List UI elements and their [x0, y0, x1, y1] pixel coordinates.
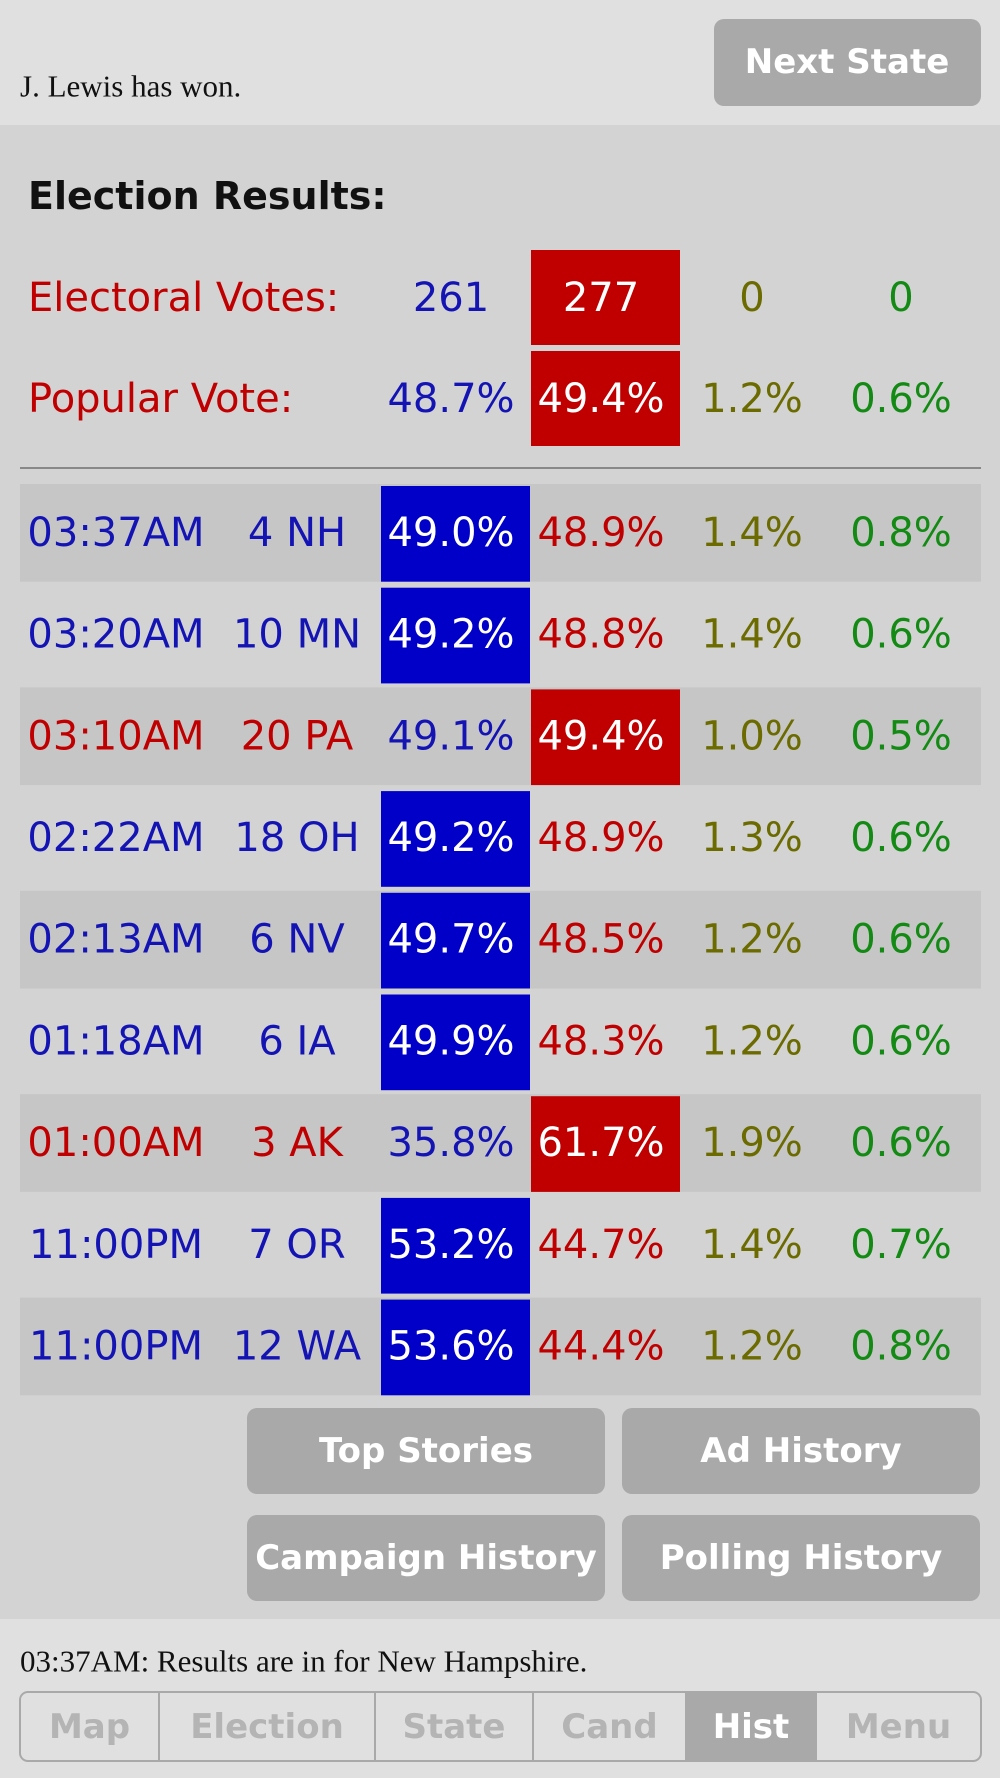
row-time: 03:20AM: [27, 612, 204, 658]
row-time: 02:22AM: [27, 815, 204, 861]
row-state: 7 OR: [248, 1222, 345, 1268]
row-value: 0.6%: [850, 1120, 952, 1166]
row-time: 11:00PM: [29, 1323, 203, 1369]
summary-value: 0.6%: [850, 376, 952, 422]
row-value: 49.1%: [387, 713, 514, 759]
winner-box: [381, 1299, 530, 1396]
winner-box: [381, 994, 530, 1091]
row-time: 01:00AM: [27, 1120, 204, 1166]
tab-label[interactable]: Map: [49, 1707, 130, 1747]
footer-message: 03:37AM: Results are in for New Hampshir…: [20, 1644, 587, 1679]
row-value: 1.2%: [701, 1323, 803, 1369]
row-value: 44.4%: [537, 1323, 664, 1369]
winner-box: [381, 1197, 530, 1294]
winner-box: [531, 351, 680, 446]
row-value: 0.7%: [850, 1222, 952, 1268]
row-state: 6 NV: [249, 917, 345, 963]
action-button[interactable]: [622, 1515, 980, 1601]
winner-box: [381, 892, 530, 989]
row-value: 49.0%: [387, 510, 514, 556]
row-value: 1.4%: [701, 1222, 803, 1268]
tab-label[interactable]: Cand: [561, 1707, 657, 1747]
tab-label[interactable]: State: [403, 1707, 506, 1747]
summary-value: 49.4%: [537, 376, 664, 422]
next-state-label[interactable]: Next State: [745, 42, 950, 82]
row-value: 49.2%: [387, 815, 514, 861]
row-value: 0.5%: [850, 713, 952, 759]
winner-box: [381, 587, 530, 684]
row-value: 48.9%: [537, 815, 664, 861]
winner-box: [531, 689, 680, 786]
action-button[interactable]: [622, 1408, 980, 1494]
status-text: J. Lewis has won.: [20, 69, 241, 104]
row-value: 48.9%: [537, 510, 664, 556]
winner-box: [381, 791, 530, 887]
tab-label[interactable]: Menu: [846, 1707, 951, 1747]
tab-label[interactable]: Hist: [713, 1707, 790, 1747]
summary-label: Popular Vote:: [28, 376, 293, 422]
action-button[interactable]: [247, 1515, 605, 1601]
action-button-label[interactable]: Polling History: [660, 1538, 943, 1578]
row-value: 49.4%: [537, 713, 664, 759]
row-value: 48.8%: [537, 612, 664, 658]
action-button-label[interactable]: Ad History: [700, 1431, 901, 1471]
row-value: 53.6%: [387, 1323, 514, 1369]
row-state: 6 IA: [258, 1018, 336, 1064]
row-value: 1.2%: [701, 1018, 803, 1064]
row-time: 03:37AM: [27, 510, 204, 556]
summary-label: Electoral Votes:: [28, 275, 339, 321]
summary-value: 1.2%: [701, 376, 803, 422]
row-value: 0.6%: [850, 815, 952, 861]
row-background: [20, 687, 981, 786]
winner-box: [531, 1096, 680, 1192]
row-value: 49.7%: [387, 917, 514, 963]
row-value: 48.3%: [537, 1018, 664, 1064]
row-state: 18 OH: [234, 815, 359, 861]
summary-value: 48.7%: [387, 376, 514, 422]
row-state: 20 PA: [241, 713, 354, 759]
row-state: 3 AK: [251, 1120, 345, 1166]
row-value: 0.6%: [850, 917, 952, 963]
results-title: Election Results:: [28, 174, 387, 218]
row-value: 1.0%: [701, 713, 803, 759]
row-value: 49.9%: [387, 1018, 514, 1064]
tab-label[interactable]: Election: [190, 1707, 344, 1747]
row-value: 49.2%: [387, 612, 514, 658]
row-value: 0.8%: [850, 510, 952, 556]
row-time: 02:13AM: [27, 917, 204, 963]
winner-box: [531, 250, 680, 345]
action-button-label[interactable]: Top Stories: [319, 1431, 533, 1471]
row-value: 35.8%: [387, 1120, 514, 1166]
row-value: 0.6%: [850, 1018, 952, 1064]
next-state-button[interactable]: [714, 19, 981, 106]
row-value: 1.3%: [701, 815, 803, 861]
row-value: 1.4%: [701, 612, 803, 658]
tab-active-background: [686, 1692, 816, 1761]
row-value: 48.5%: [537, 917, 664, 963]
row-state: 10 MN: [233, 612, 361, 658]
row-value: 0.6%: [850, 612, 952, 658]
summary-value: 0: [888, 275, 913, 321]
summary-value: 277: [563, 275, 639, 321]
row-value: 61.7%: [537, 1120, 664, 1166]
row-time: 03:10AM: [27, 713, 204, 759]
row-state: 12 WA: [233, 1323, 362, 1369]
row-value: 44.7%: [537, 1222, 664, 1268]
winner-box: [381, 486, 530, 582]
row-time: 11:00PM: [29, 1222, 203, 1268]
row-value: 53.2%: [387, 1222, 514, 1268]
row-state: 4 NH: [248, 510, 346, 556]
row-value: 0.8%: [850, 1323, 952, 1369]
row-background: [20, 1094, 981, 1192]
summary-value: 0: [739, 275, 764, 321]
row-value: 1.2%: [701, 917, 803, 963]
row-time: 01:18AM: [27, 1018, 204, 1064]
action-button[interactable]: [247, 1408, 605, 1494]
action-button-label[interactable]: Campaign History: [255, 1538, 597, 1578]
row-value: 1.4%: [701, 510, 803, 556]
row-value: 1.9%: [701, 1120, 803, 1166]
summary-value: 261: [413, 275, 489, 321]
